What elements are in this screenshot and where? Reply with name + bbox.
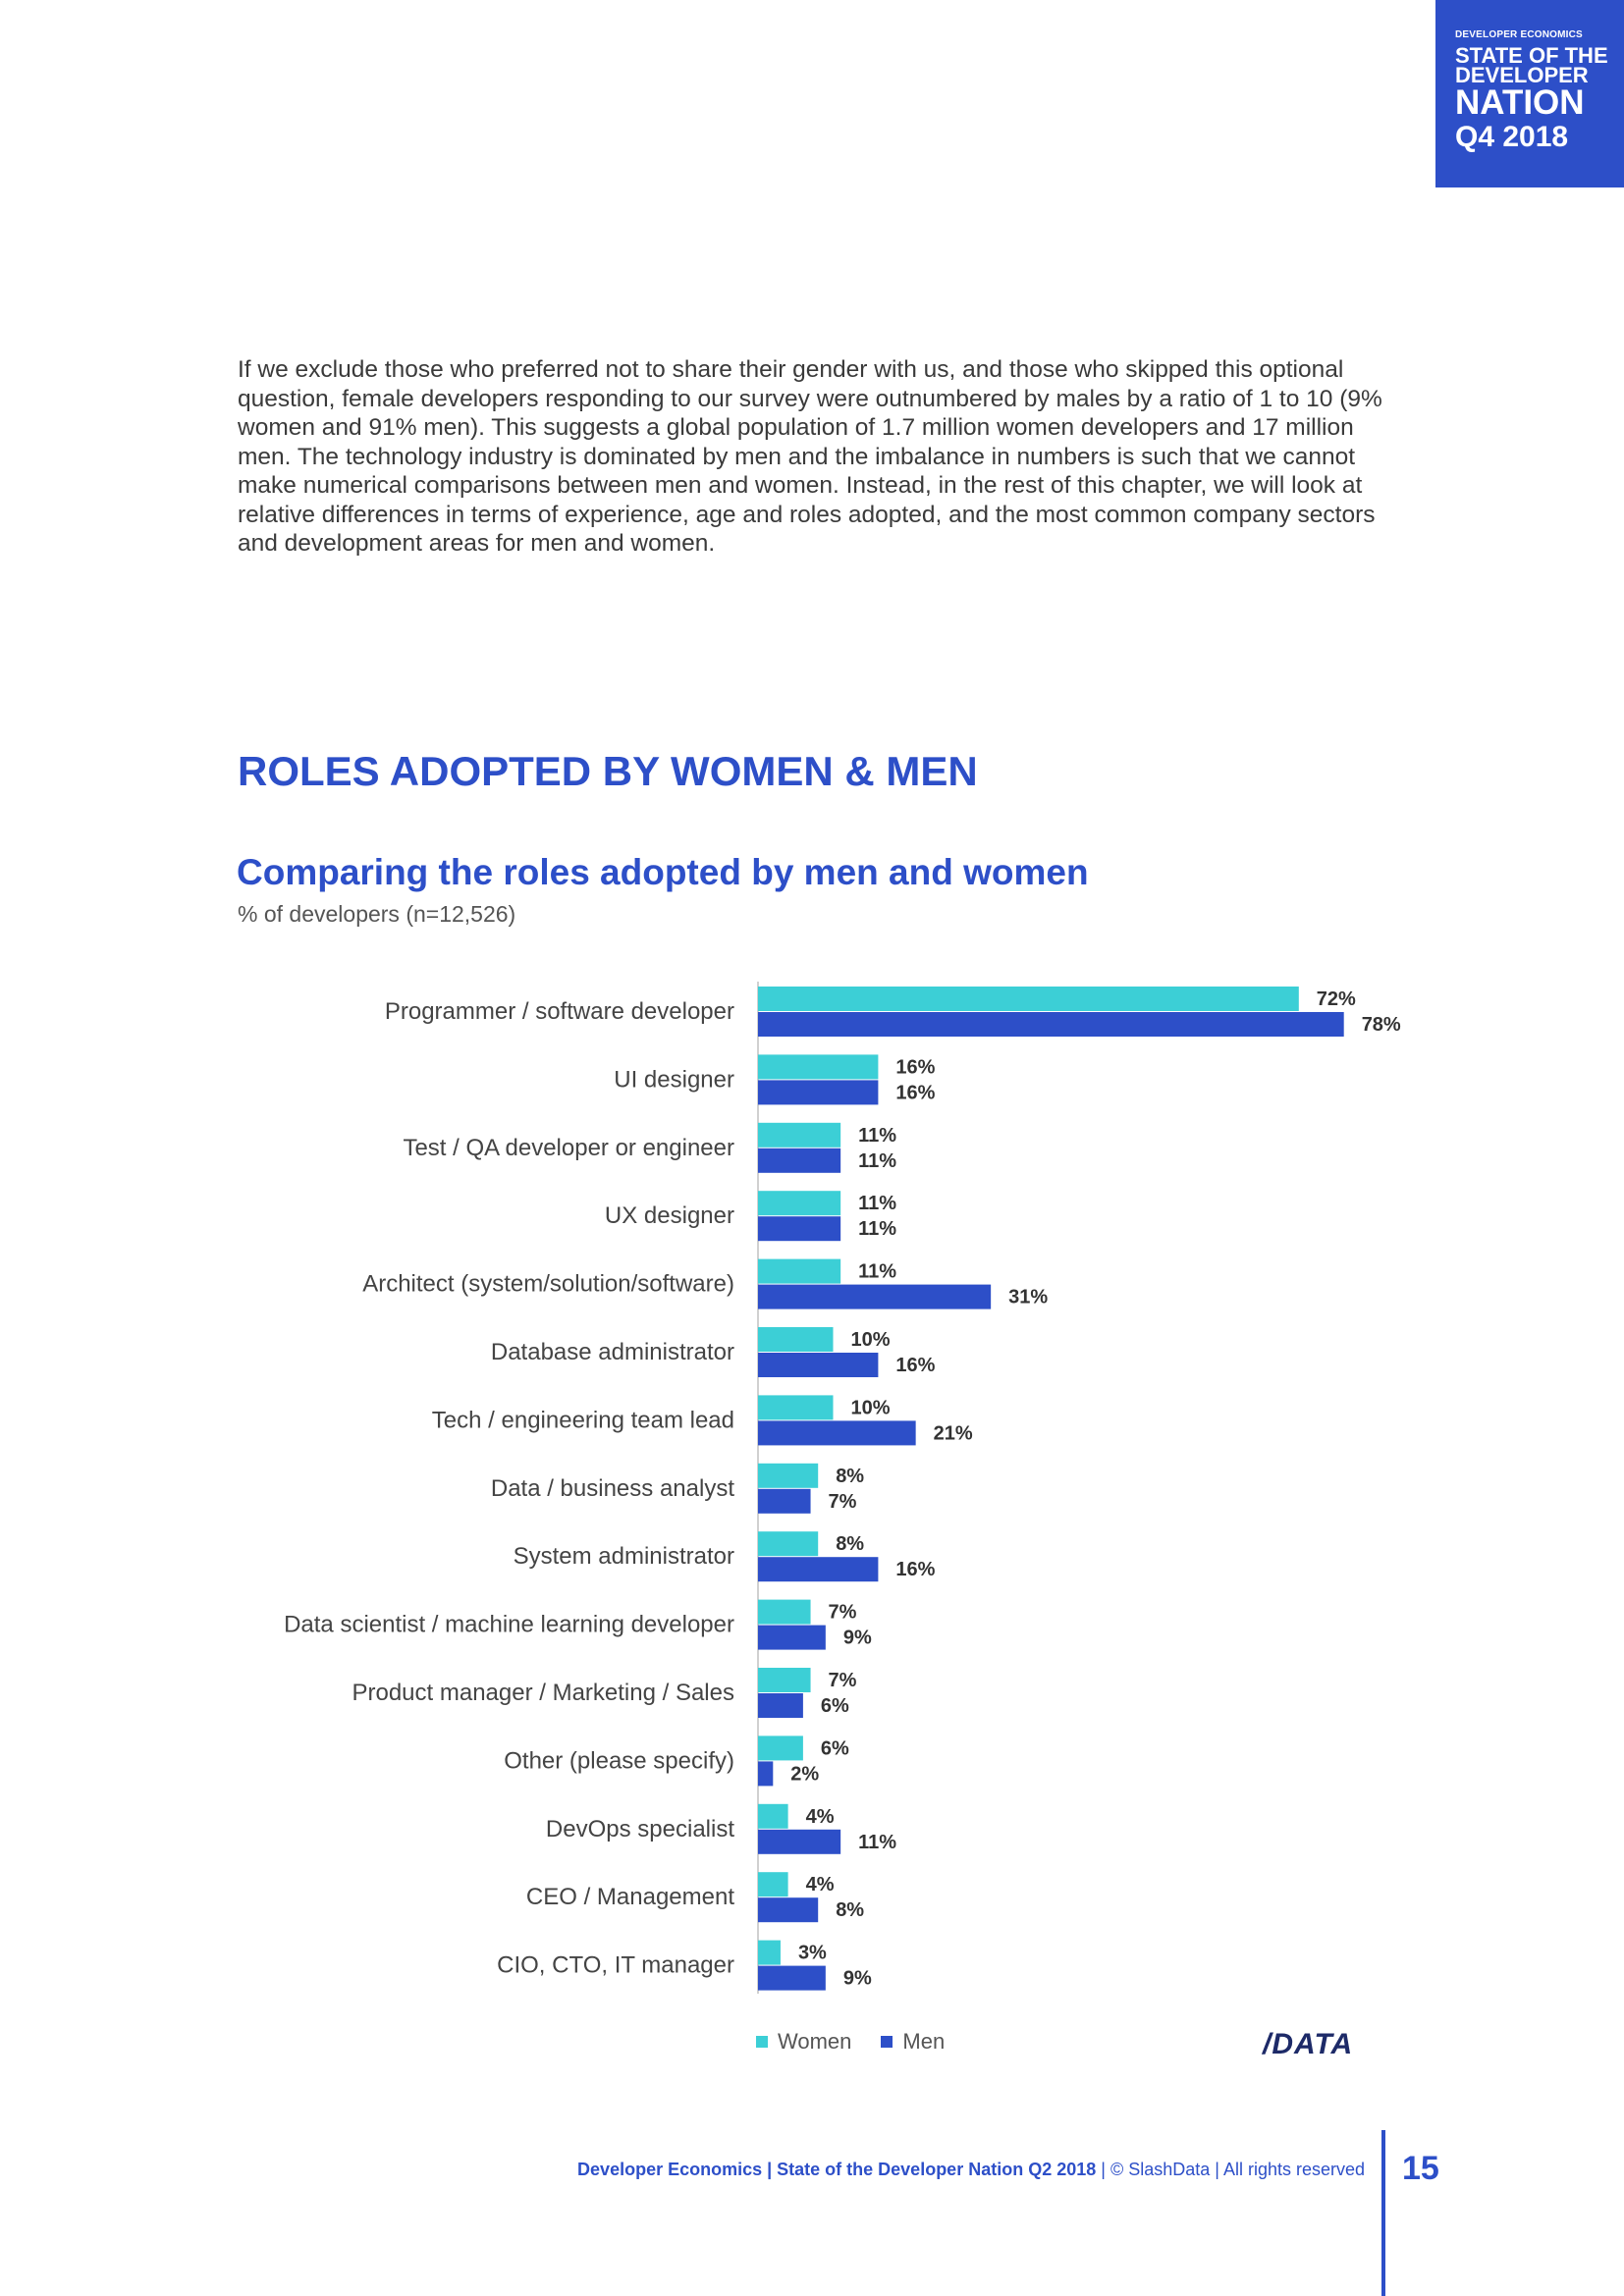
- badge-line-3: DEVELOPER: [1455, 63, 1589, 87]
- category-label: System administrator: [514, 1543, 734, 1570]
- badge-line-4: NATION: [1455, 83, 1585, 122]
- bar-men: [758, 1420, 916, 1446]
- data-label-women: 10%: [851, 1397, 891, 1418]
- category-label: Database administrator: [491, 1339, 734, 1365]
- data-label-men: 9%: [843, 1628, 872, 1649]
- data-label-women: 3%: [798, 1943, 827, 1964]
- bar-women: [758, 1940, 781, 1965]
- data-label-women: 8%: [836, 1533, 864, 1555]
- badge-line-5: Q4 2018: [1455, 121, 1569, 153]
- data-label-men: 7%: [829, 1491, 857, 1513]
- data-label-women: 6%: [821, 1737, 849, 1759]
- bar-women: [758, 1054, 879, 1080]
- data-label-women: 7%: [829, 1602, 857, 1624]
- data-label-women: 11%: [858, 1193, 896, 1214]
- data-label-women: 7%: [829, 1670, 857, 1691]
- bar-women: [758, 1191, 841, 1216]
- bar-men: [758, 1693, 803, 1718]
- category-label: Programmer / software developer: [385, 998, 734, 1025]
- data-label-men: 16%: [895, 1355, 935, 1376]
- data-label-women: 4%: [806, 1874, 835, 1896]
- slashdata-logo: /DATA: [1263, 2028, 1354, 2060]
- data-label-men: 9%: [843, 1968, 872, 1990]
- legend-item-men: Men: [881, 2029, 945, 2055]
- data-label-women: 72%: [1317, 988, 1356, 1010]
- data-label-women: 4%: [806, 1806, 835, 1828]
- data-label-men: 78%: [1362, 1014, 1401, 1036]
- data-label-men: 11%: [858, 1150, 896, 1172]
- category-label: UI designer: [614, 1066, 734, 1093]
- bar-women: [758, 1463, 819, 1488]
- bar-women: [758, 1599, 811, 1625]
- bar-women: [758, 1327, 834, 1352]
- category-label: Tech / engineering team lead: [432, 1407, 734, 1433]
- category-label: Other (please specify): [504, 1747, 734, 1774]
- bar-men: [758, 1353, 879, 1377]
- bar-men: [758, 1284, 992, 1309]
- category-label: Architect (system/solution/software): [362, 1271, 734, 1298]
- bar-men: [758, 1625, 826, 1650]
- bar-men: [758, 1897, 819, 1923]
- bar-women: [758, 1395, 834, 1420]
- bar-women: [758, 987, 1299, 1011]
- bar-women: [758, 1668, 811, 1692]
- data-label-men: 16%: [895, 1559, 935, 1580]
- data-label-women: 11%: [858, 1261, 896, 1283]
- bar-men: [758, 1557, 879, 1582]
- data-label-men: 6%: [821, 1695, 849, 1717]
- bar-men: [758, 1829, 841, 1854]
- footer-divider: [1381, 2130, 1385, 2296]
- data-label-men: 16%: [895, 1082, 935, 1103]
- category-label: UX designer: [605, 1202, 734, 1229]
- data-label-men: 11%: [858, 1218, 896, 1240]
- category-label: CIO, CTO, IT manager: [497, 1952, 734, 1979]
- bar-women: [758, 1735, 803, 1761]
- bar-men: [758, 1761, 774, 1787]
- data-label-men: 31%: [1008, 1287, 1048, 1308]
- legend-label-men: Men: [902, 2029, 946, 2054]
- bar-women: [758, 1258, 841, 1284]
- category-label: CEO / Management: [526, 1884, 734, 1910]
- bar-women: [758, 1122, 841, 1148]
- footer-report-name: Developer Economics | State of the Devel…: [577, 2160, 1097, 2179]
- data-label-women: 10%: [851, 1329, 891, 1351]
- data-label-men: 11%: [858, 1832, 896, 1853]
- intro-paragraph: If we exclude those who preferred not to…: [238, 356, 1382, 557]
- section-title: ROLES ADOPTED BY WOMEN & MEN: [238, 748, 978, 794]
- legend-item-women: Women: [756, 2029, 851, 2055]
- data-label-men: 21%: [934, 1422, 973, 1444]
- category-label: DevOps specialist: [546, 1816, 734, 1842]
- page-number: 15: [1402, 2150, 1439, 2187]
- data-label-men: 2%: [790, 1763, 819, 1785]
- data-label-women: 11%: [858, 1125, 896, 1147]
- footer-text: Developer Economics | State of the Devel…: [0, 2160, 1365, 2180]
- bar-men: [758, 1012, 1344, 1037]
- bar-women: [758, 1803, 788, 1829]
- bar-men: [758, 1216, 841, 1242]
- bar-women: [758, 1872, 788, 1897]
- data-label-men: 8%: [836, 1899, 864, 1921]
- legend-label-women: Women: [778, 2029, 852, 2054]
- legend-swatch-women: [756, 2036, 768, 2048]
- data-label-women: 16%: [895, 1056, 935, 1078]
- category-label: Product manager / Marketing / Sales: [352, 1680, 734, 1706]
- footer-copyright: | © SlashData | All rights reserved: [1096, 2160, 1365, 2179]
- bar-men: [758, 1080, 879, 1105]
- bar-men: [758, 1965, 826, 1991]
- report-badge: DEVELOPER ECONOMICS STATE OF THE DEVELOP…: [1435, 0, 1624, 187]
- bar-men: [758, 1488, 811, 1514]
- chart-title: Comparing the roles adopted by men and w…: [237, 852, 1089, 892]
- badge-line-2: STATE OF THE: [1455, 43, 1608, 68]
- chart-subtitle: % of developers (n=12,526): [238, 901, 516, 927]
- category-label: Test / QA developer or engineer: [403, 1135, 734, 1161]
- legend-swatch-men: [881, 2036, 893, 2048]
- category-label: Data / business analyst: [491, 1475, 734, 1502]
- category-label: Data scientist / machine learning develo…: [284, 1612, 734, 1638]
- data-label-women: 8%: [836, 1466, 864, 1487]
- badge-line-1: DEVELOPER ECONOMICS: [1455, 29, 1583, 40]
- bar-women: [758, 1531, 819, 1557]
- chart-legend: Women Men: [756, 2029, 974, 2055]
- bar-men: [758, 1148, 841, 1173]
